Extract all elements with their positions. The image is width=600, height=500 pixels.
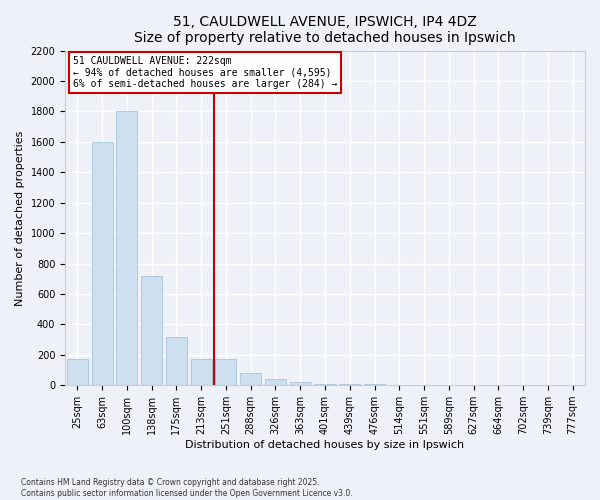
- X-axis label: Distribution of detached houses by size in Ipswich: Distribution of detached houses by size …: [185, 440, 464, 450]
- Text: Contains HM Land Registry data © Crown copyright and database right 2025.
Contai: Contains HM Land Registry data © Crown c…: [21, 478, 353, 498]
- Y-axis label: Number of detached properties: Number of detached properties: [15, 130, 25, 306]
- Bar: [67, 360, 88, 385]
- Bar: [116, 112, 137, 385]
- Bar: [265, 379, 286, 385]
- Bar: [215, 358, 236, 385]
- Bar: [290, 382, 311, 385]
- Bar: [166, 336, 187, 385]
- Title: 51, CAULDWELL AVENUE, IPSWICH, IP4 4DZ
Size of property relative to detached hou: 51, CAULDWELL AVENUE, IPSWICH, IP4 4DZ S…: [134, 15, 516, 45]
- Bar: [191, 358, 212, 385]
- Bar: [364, 384, 385, 385]
- Bar: [141, 276, 162, 385]
- Text: 51 CAULDWELL AVENUE: 222sqm
← 94% of detached houses are smaller (4,595)
6% of s: 51 CAULDWELL AVENUE: 222sqm ← 94% of det…: [73, 56, 337, 89]
- Bar: [240, 373, 261, 385]
- Bar: [314, 384, 335, 385]
- Bar: [92, 142, 113, 385]
- Bar: [339, 384, 360, 385]
